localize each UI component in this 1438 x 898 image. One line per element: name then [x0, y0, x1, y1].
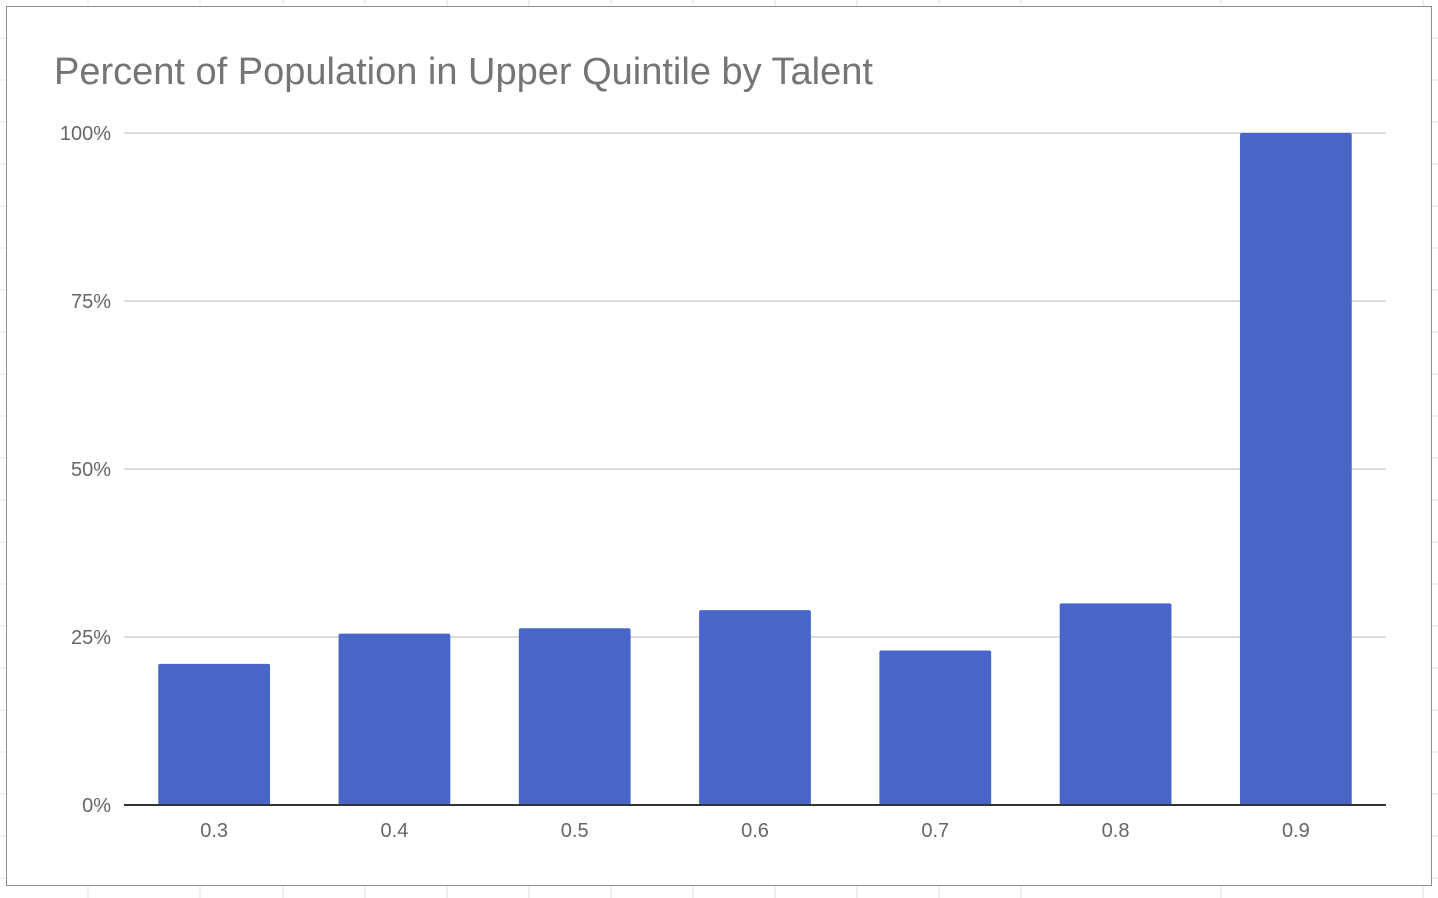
bar-0.8[interactable] — [1059, 603, 1172, 805]
y-tick-label: 25% — [71, 627, 111, 649]
bars — [158, 133, 1352, 805]
x-tick-label: 0.6 — [741, 820, 769, 842]
x-tick-label: 0.7 — [921, 820, 949, 842]
y-tick-label: 100% — [60, 123, 111, 145]
y-tick-label: 0% — [82, 795, 111, 817]
x-tick-label: 0.3 — [200, 820, 228, 842]
x-tick-label: 0.8 — [1102, 820, 1130, 842]
x-tick-label: 0.4 — [381, 820, 409, 842]
gridlines — [124, 132, 1386, 638]
bar-0.4[interactable] — [338, 633, 451, 805]
y-axis-tick-labels: 0% 25% 50% 75% 100% — [60, 123, 111, 817]
bar-0.3[interactable] — [158, 663, 271, 805]
bar-0.5[interactable] — [518, 628, 631, 805]
x-axis-tick-labels: 0.3 0.4 0.5 0.6 0.7 0.8 0.9 — [200, 820, 1310, 842]
x-tick-label: 0.9 — [1282, 820, 1310, 842]
bar-0.6[interactable] — [699, 610, 811, 805]
x-tick-label: 0.5 — [561, 820, 589, 842]
y-tick-label: 75% — [71, 291, 111, 313]
chart-title: Percent of Population in Upper Quintile … — [54, 51, 873, 93]
bar-0.7[interactable] — [879, 650, 992, 805]
y-tick-label: 50% — [71, 459, 111, 481]
bar-0.9[interactable] — [1239, 133, 1352, 805]
